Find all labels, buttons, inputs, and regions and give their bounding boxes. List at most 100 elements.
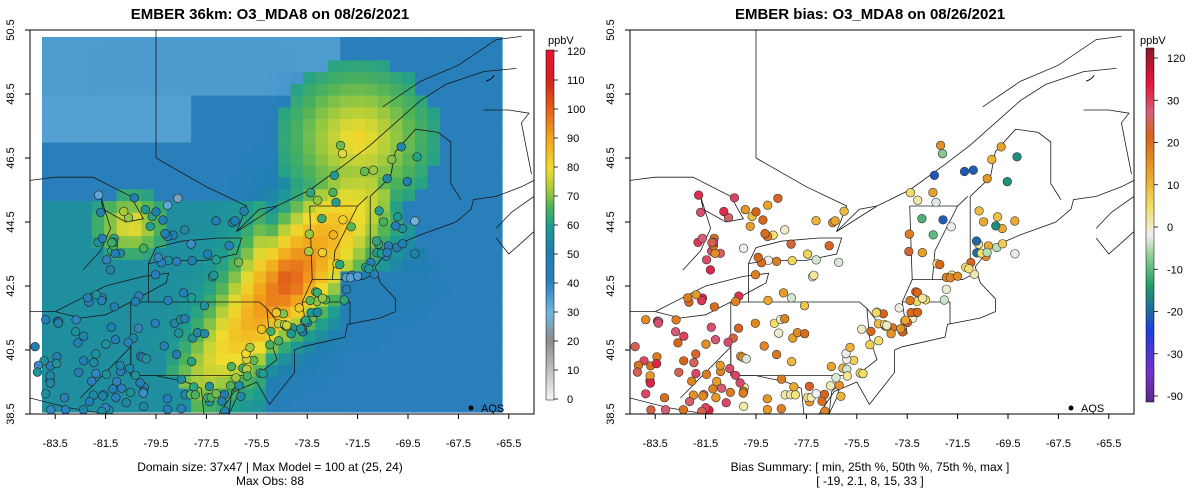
bias-station-marker bbox=[834, 257, 844, 267]
grid-cell bbox=[278, 259, 292, 272]
grid-cell bbox=[153, 95, 167, 108]
grid-cell bbox=[203, 154, 217, 167]
lat-tick-label: 42.5 bbox=[605, 275, 617, 296]
bias-station-marker bbox=[931, 197, 941, 207]
bias-station-marker bbox=[979, 217, 989, 227]
grid-cell bbox=[153, 142, 167, 155]
grid-cell bbox=[265, 212, 279, 226]
grid-cell bbox=[54, 72, 68, 85]
grid-cell bbox=[54, 165, 68, 179]
grid-cell bbox=[116, 165, 130, 179]
aqs-station-marker bbox=[121, 398, 131, 408]
grid-cell bbox=[315, 236, 329, 249]
bias-station-marker bbox=[786, 239, 796, 249]
bias-station-marker bbox=[959, 166, 970, 177]
grid-cell bbox=[141, 165, 155, 179]
grid-cell bbox=[352, 107, 366, 120]
grid-cell bbox=[216, 130, 230, 144]
grid-cell bbox=[54, 365, 68, 378]
grid-cell bbox=[402, 330, 416, 343]
grid-cell bbox=[365, 330, 379, 343]
bias-station-marker bbox=[678, 405, 688, 414]
grid-cell bbox=[278, 353, 292, 366]
grid-cell bbox=[489, 353, 503, 366]
aqs-station-marker bbox=[106, 322, 116, 332]
domain-info: Domain size: 37x47 | Max Model = 100 at … bbox=[137, 460, 403, 474]
grid-cell bbox=[42, 201, 55, 214]
grid-cell bbox=[153, 353, 167, 366]
grid-cell bbox=[240, 107, 254, 120]
grid-cell bbox=[365, 212, 379, 226]
grid-cell bbox=[42, 236, 55, 249]
aqs-station-marker bbox=[98, 391, 108, 401]
grid-cell bbox=[427, 177, 441, 190]
bias-station-marker bbox=[928, 187, 938, 198]
aqs-station-marker bbox=[329, 170, 340, 180]
bias-station-marker bbox=[723, 337, 733, 347]
bias-station-marker bbox=[717, 383, 727, 393]
colorbar-tick-label: 30 bbox=[1167, 95, 1179, 107]
boundary-line bbox=[382, 36, 522, 108]
bias-station-marker bbox=[760, 229, 770, 239]
boundary-line bbox=[155, 157, 248, 232]
grid-cell bbox=[377, 130, 391, 144]
grid-cell bbox=[439, 236, 453, 249]
grid-cell bbox=[303, 60, 317, 73]
grid-cell bbox=[216, 142, 230, 155]
boundary-line bbox=[236, 205, 278, 232]
bias-map-plot: -83.5 -81.5 -79.5 -77.5 -75.5 -73.5 -71.5 -69.5… bbox=[605, 19, 1185, 450]
bias-station-marker bbox=[701, 339, 711, 349]
grid-cell bbox=[228, 400, 242, 413]
grid-cell bbox=[477, 224, 491, 237]
aqs-station-marker bbox=[139, 243, 149, 253]
grid-cell bbox=[265, 271, 279, 284]
aqs-station-marker bbox=[359, 166, 370, 177]
grid-cell bbox=[402, 294, 416, 308]
max-obs-info: Max Obs: 88 bbox=[235, 474, 305, 488]
grid-cell bbox=[352, 177, 366, 190]
boundary-line bbox=[755, 157, 848, 232]
aqs-station-marker bbox=[89, 358, 99, 368]
grid-cell bbox=[352, 83, 366, 97]
grid-cell bbox=[278, 236, 292, 249]
grid-cell bbox=[91, 95, 105, 108]
grid-cell bbox=[79, 271, 93, 284]
bias-station-marker bbox=[739, 243, 749, 253]
grid-cell bbox=[377, 83, 391, 97]
aqs-station-marker bbox=[387, 154, 397, 165]
grid-cell bbox=[104, 189, 118, 202]
grid-cell bbox=[315, 60, 329, 73]
grid-cell bbox=[489, 72, 503, 85]
bias-station-marker bbox=[695, 207, 706, 217]
grid-cell bbox=[315, 376, 329, 390]
aqs-station-marker bbox=[190, 390, 200, 400]
colorbar-tick-label: 10 bbox=[567, 365, 579, 377]
aqs-station-marker bbox=[91, 290, 101, 300]
grid-cell bbox=[390, 72, 404, 85]
grid-cell bbox=[228, 48, 242, 61]
grid-cell bbox=[79, 165, 93, 179]
grid-cell bbox=[42, 60, 55, 73]
grid-cell bbox=[79, 154, 93, 167]
grid-cell bbox=[315, 400, 329, 413]
grid-cell bbox=[228, 177, 242, 190]
model-ozone-heatmap bbox=[30, 30, 534, 414]
grid-cell bbox=[240, 212, 254, 226]
bias-station-marker bbox=[705, 265, 715, 275]
aqs-station-marker bbox=[271, 308, 281, 318]
aqs-station-marker bbox=[119, 206, 129, 217]
grid-cell bbox=[377, 107, 391, 120]
bias-station-marker bbox=[991, 221, 1001, 231]
grid-cell bbox=[79, 72, 93, 85]
lat-tick-label: 44.5 bbox=[605, 211, 617, 232]
aqs-station-marker bbox=[109, 302, 119, 312]
lon-tick-label: -81.5 bbox=[93, 438, 118, 450]
grid-cell bbox=[377, 95, 391, 108]
aqs-station-marker bbox=[231, 373, 241, 383]
grid-cell bbox=[216, 330, 230, 343]
bias-station-marker bbox=[845, 342, 855, 353]
grid-cell bbox=[439, 201, 453, 214]
grid-cell bbox=[166, 212, 180, 226]
grid-cell bbox=[54, 236, 68, 249]
